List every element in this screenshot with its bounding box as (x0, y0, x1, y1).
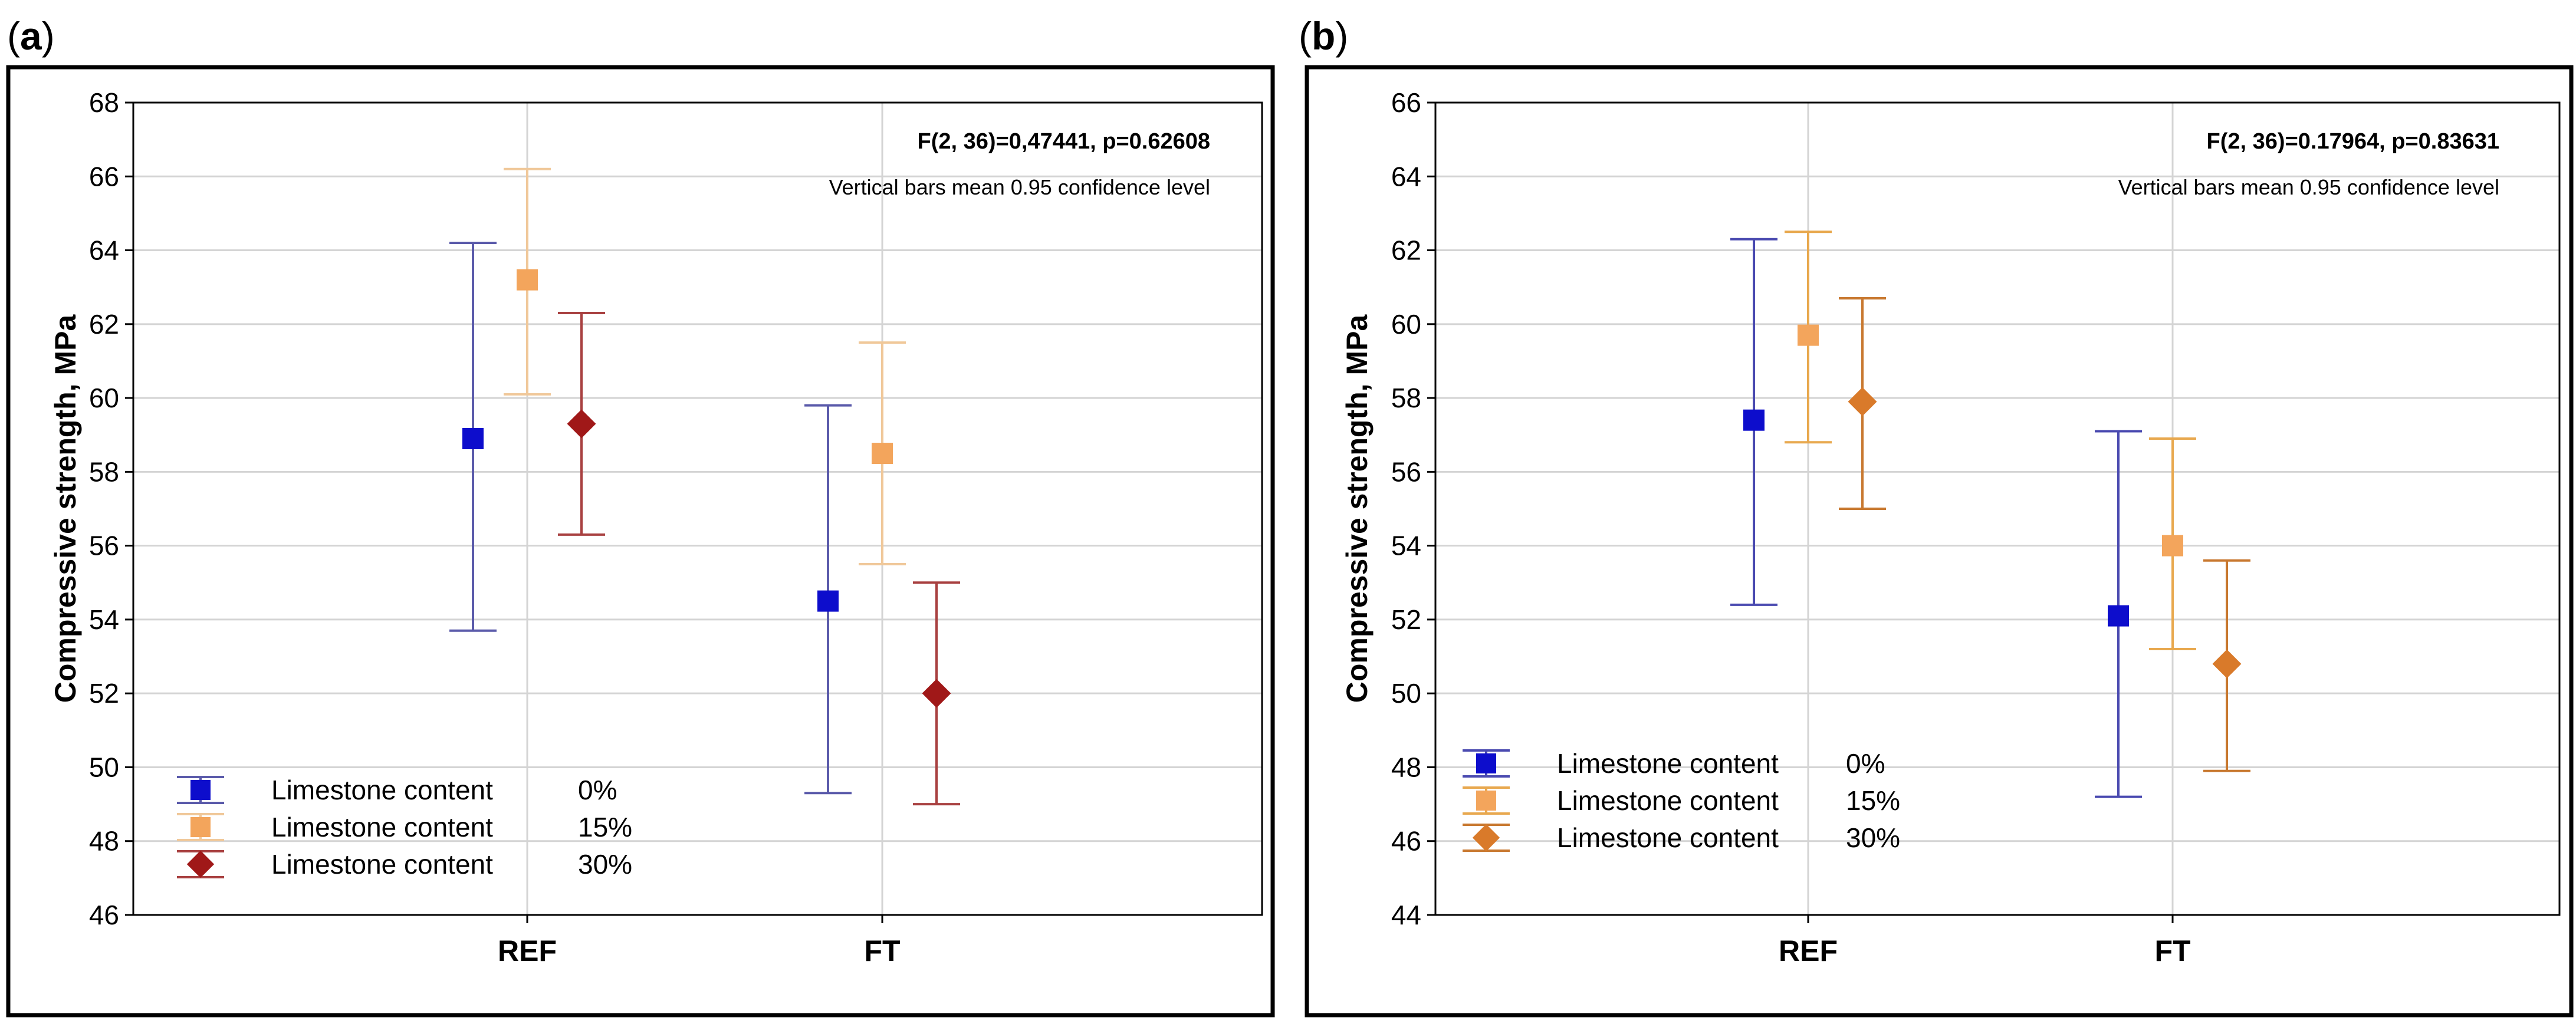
legend-label: Limestone content (271, 849, 493, 880)
data-point (517, 269, 538, 291)
panel-frame (1305, 65, 2574, 1018)
legend-label: Limestone content (1557, 785, 1779, 816)
y-tick-label: 68 (89, 87, 119, 118)
legend-label: Limestone content (271, 812, 493, 842)
legend-level: 30% (578, 849, 632, 880)
legend: Limestone content 0% Limestone content 15% L… (177, 775, 632, 880)
y-tick-label: 52 (1391, 604, 1421, 635)
x-tick-label: REF (498, 934, 557, 967)
y-tick-label: 56 (89, 531, 119, 561)
legend-marker (190, 780, 211, 800)
data-point (2108, 605, 2129, 627)
panel-frame (6, 65, 1275, 1018)
y-tick-label: 56 (1391, 456, 1421, 487)
y-tick-label: 50 (1391, 678, 1421, 709)
y-tick-label: 54 (89, 604, 119, 635)
data-point (1798, 324, 1819, 346)
panel-label-letter: b (1312, 14, 1335, 58)
chart-panel-a: (a) 46 48 50 52 54 56 58 60 62 64 66 68 REF FT Compress… (6, 14, 1275, 1018)
plot-area (1434, 101, 2561, 916)
series-0pct (449, 242, 852, 795)
panel-label: (b) (1299, 14, 1348, 58)
legend-label: Limestone content (271, 775, 493, 805)
y-tick-label: 62 (89, 309, 119, 340)
legend-marker (1476, 753, 1496, 773)
y-tick-label: 46 (1391, 826, 1421, 857)
plot-area (132, 101, 1263, 916)
y-tick-label: 46 (89, 900, 119, 930)
data-point (2212, 649, 2242, 679)
series-30pct (1839, 297, 2250, 772)
legend-level: 15% (578, 812, 632, 842)
y-tick-label: 52 (89, 678, 119, 709)
legend: Limestone content 0% Limestone content 15% L… (1463, 748, 1900, 853)
legend-level: 30% (1846, 822, 1900, 853)
legend-marker (1476, 791, 1496, 811)
y-tick-label: 50 (89, 752, 119, 782)
series-15pct (1785, 231, 2196, 651)
data-point (1848, 387, 1877, 416)
y-axis-label: Compressive strength, MPa (49, 314, 82, 703)
legend-level: 0% (1846, 748, 1885, 779)
y-tick-label: 64 (89, 235, 119, 266)
panel-label: (a) (7, 14, 55, 58)
y-axis-label: Compressive strength, MPa (1340, 314, 1374, 703)
y-tick-label: 64 (1391, 161, 1421, 192)
stat-annotation: F(2, 36)=0,47441, p=0.62608 (918, 129, 1210, 154)
data-point (817, 590, 839, 612)
legend-marker (186, 850, 215, 878)
x-tick-label: FT (864, 934, 900, 967)
y-tick-label: 62 (1391, 235, 1421, 266)
data-point (1743, 409, 1765, 431)
y-tick-label: 44 (1391, 900, 1421, 930)
y-tick-label: 48 (1391, 752, 1421, 782)
x-tick-label: REF (1779, 934, 1838, 967)
series-15pct (504, 167, 906, 565)
y-tick-label: 66 (1391, 87, 1421, 118)
y-tick-label: 58 (89, 456, 119, 487)
y-tick-label: 48 (89, 826, 119, 857)
confidence-note: Vertical bars mean 0.95 confidence level (829, 175, 1210, 199)
data-point (462, 427, 484, 449)
stat-annotation: F(2, 36)=0.17964, p=0.83631 (2207, 129, 2499, 154)
x-tick-label: FT (2154, 934, 2190, 967)
legend-marker (1472, 824, 1500, 852)
panel-label-letter: a (20, 14, 42, 58)
y-tick-label: 58 (1391, 383, 1421, 413)
series-30pct (558, 312, 960, 806)
confidence-note: Vertical bars mean 0.95 confidence level (2118, 175, 2499, 199)
y-tick-label: 54 (1391, 531, 1421, 561)
y-tick-label: 66 (89, 161, 119, 192)
data-point (2162, 535, 2183, 557)
y-tick-label: 60 (89, 383, 119, 413)
y-tick-label: 60 (1391, 309, 1421, 340)
legend-label: Limestone content (1557, 822, 1779, 853)
chart-panel-b: (b) 44 46 48 50 52 54 56 58 60 62 64 66 REF FT Compress… (1299, 14, 2574, 1018)
series-0pct (1730, 238, 2142, 798)
legend-marker (190, 817, 211, 837)
data-point (872, 443, 893, 465)
data-point (922, 679, 951, 708)
legend-level: 0% (578, 775, 617, 805)
data-point (567, 409, 596, 439)
legend-level: 15% (1846, 785, 1900, 816)
legend-label: Limestone content (1557, 748, 1779, 779)
